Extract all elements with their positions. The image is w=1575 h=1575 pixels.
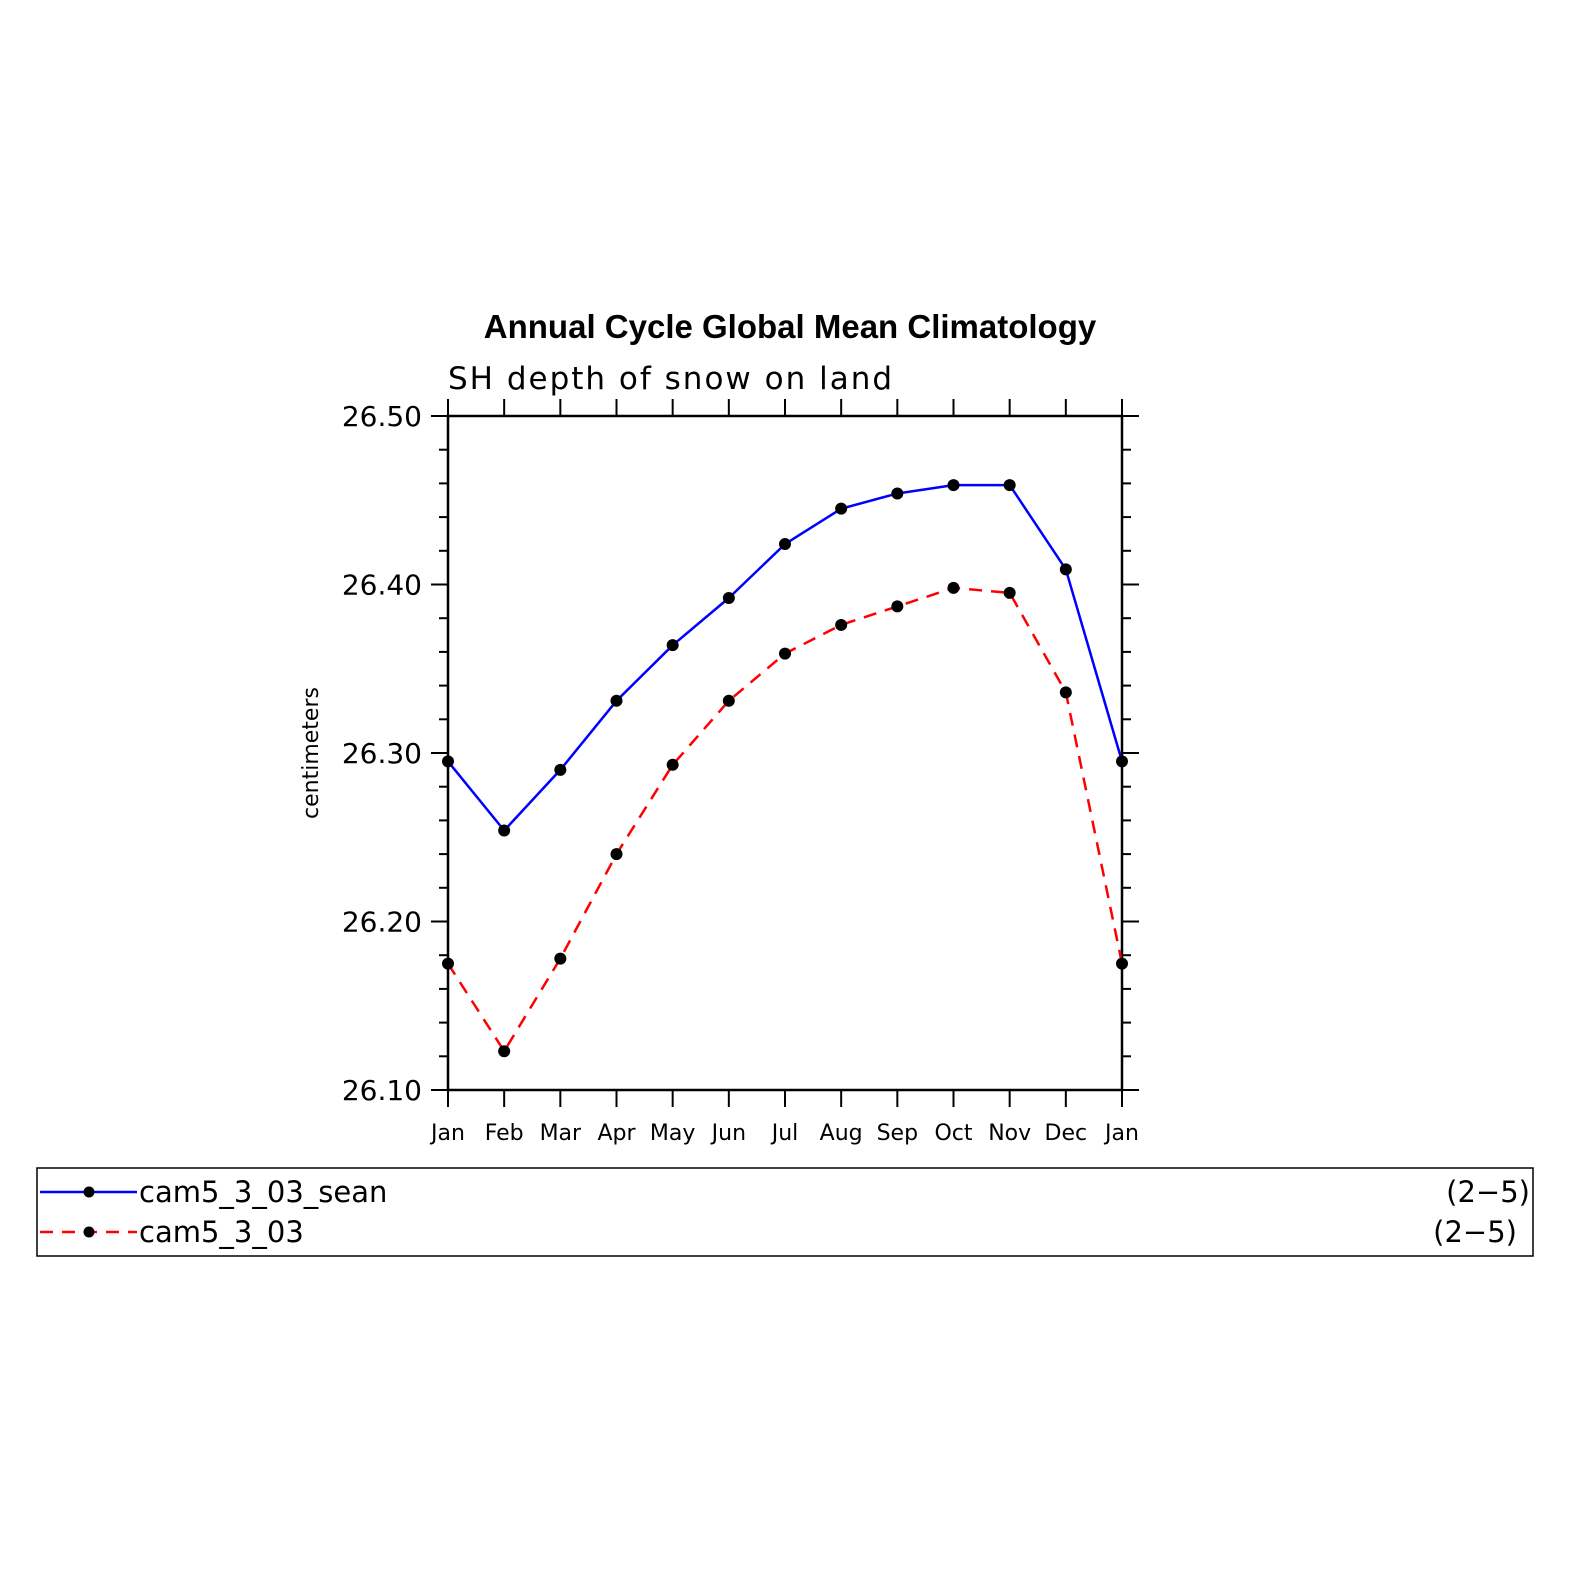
series-1-point <box>835 618 848 631</box>
legend: cam5_3_03_sean (2−5) cam5_3_03 (2−5) <box>36 1167 1534 1257</box>
series-0-point <box>666 639 679 652</box>
series-0-point <box>442 755 454 768</box>
series-0-point <box>947 479 960 492</box>
series-1-point <box>722 694 735 707</box>
x-tick-label: Apr <box>597 1121 636 1146</box>
x-tick-label: Jun <box>710 1121 746 1146</box>
y-tick-label: 26.30 <box>342 737 422 770</box>
x-tick-label: Oct <box>934 1121 972 1146</box>
series-0-point <box>722 591 735 604</box>
x-tick-label: Jan <box>1103 1121 1139 1146</box>
series-lines <box>446 483 1124 1053</box>
legend-range-0: (2−5) <box>1446 1175 1530 1209</box>
chart-subtitle: SH depth of snow on land <box>448 361 894 397</box>
y-tick-label: 26.20 <box>342 906 422 939</box>
series-0-point <box>610 694 623 707</box>
y-tick-label: 26.10 <box>342 1074 422 1107</box>
series-0-point <box>1116 755 1128 768</box>
x-tick-label: Jul <box>770 1121 799 1146</box>
series-1-point <box>498 1045 511 1058</box>
x-tick-label: Mar <box>540 1121 582 1146</box>
legend-label-1: cam5_3_03 <box>139 1215 304 1249</box>
x-tick-label: Feb <box>485 1121 524 1146</box>
series-markers <box>442 479 1128 1058</box>
series-0-point <box>779 538 791 551</box>
x-tick-label: Sep <box>877 1121 918 1146</box>
legend-label-0: cam5_3_03_sean <box>139 1175 387 1209</box>
x-tick-label: May <box>650 1121 695 1146</box>
series-0-point <box>498 824 511 837</box>
x-tick-labels: Jan Feb Mar Apr May Jun Jul Aug Sep Oct Nov Dec Jan <box>429 1121 1139 1146</box>
series-0-point <box>835 502 848 515</box>
series-0-point <box>891 487 904 500</box>
series-1-point <box>1116 957 1128 970</box>
x-tick-label: Dec <box>1045 1121 1088 1146</box>
series-1-point <box>666 758 679 771</box>
series-1-point <box>610 848 623 861</box>
series-0-point <box>1003 479 1016 492</box>
y-tick-labels: 26.10 26.20 26.30 26.40 26.50 <box>342 400 422 1107</box>
x-tick-label: Aug <box>820 1121 863 1146</box>
plot-frame <box>446 414 1124 1092</box>
legend-range-1: (2−5) <box>1433 1215 1517 1249</box>
series-1-point <box>891 600 904 613</box>
series-1-point <box>947 581 960 594</box>
y-axis-label: centimeters <box>299 687 324 819</box>
series-1-point <box>779 647 791 660</box>
series-1-point <box>554 952 567 965</box>
x-tick-label: Nov <box>988 1121 1031 1146</box>
chart-title: Annual Cycle Global Mean Climatology <box>484 308 1097 345</box>
legend-marker-1 <box>83 1226 95 1238</box>
major-ticks <box>431 399 1139 1107</box>
series-0-point <box>554 763 567 776</box>
series-1-point <box>1059 686 1072 699</box>
x-tick-label: Jan <box>429 1121 465 1146</box>
legend-marker-0 <box>83 1186 95 1198</box>
series-0-point <box>1059 563 1072 576</box>
series-1-point <box>442 957 454 970</box>
y-tick-label: 26.40 <box>342 569 422 602</box>
legend-box <box>36 1167 1534 1257</box>
y-tick-label: 26.50 <box>342 400 422 433</box>
series-1-point <box>1003 586 1016 599</box>
